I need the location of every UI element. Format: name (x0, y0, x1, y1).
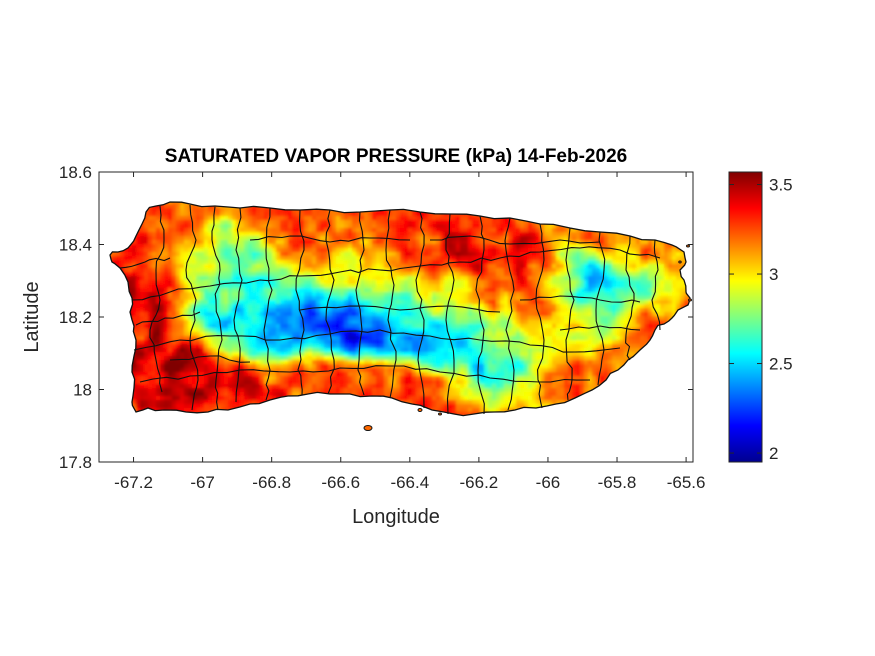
x-tick-label: -67 (190, 473, 215, 492)
municipality-boundary (355, 211, 365, 396)
municipality-boundary (263, 207, 273, 401)
municipality-boundary (625, 235, 635, 361)
islet (363, 425, 373, 431)
colorbar-tick-label: 3.5 (769, 176, 793, 195)
y-axis-label: Latitude (21, 281, 43, 352)
x-axis-ticks: -67.2 -67 -66.8 -66.6 -66.4 -66.2 -66 -65.8 -65.… (114, 172, 705, 492)
y-axis-ticks: 17.8 18 18.2 18.4 18.6 (59, 163, 693, 472)
municipality-boundary (133, 329, 621, 353)
colorbar-tick-label: 2.5 (769, 355, 793, 374)
island-outline (109, 201, 691, 417)
islet (686, 244, 690, 248)
municipality-boundary (430, 235, 601, 245)
municipality-boundaries (119, 204, 661, 415)
municipality-boundary (445, 213, 455, 415)
colorbar-tick-label: 3 (769, 265, 778, 284)
municipality-boundary (519, 295, 641, 303)
islet (417, 408, 423, 412)
x-tick-label: -65.6 (667, 473, 706, 492)
x-tick-label: -66.4 (390, 473, 429, 492)
colorbar-ticks: 2 2.5 3 3.5 (729, 176, 793, 463)
municipality-boundary (295, 209, 305, 396)
municipality-boundary (559, 325, 641, 331)
municipality-boundary (535, 223, 545, 409)
y-tick-label: 18.6 (59, 163, 92, 182)
municipality-boundary (119, 257, 171, 269)
x-tick-label: -66.6 (321, 473, 360, 492)
islet (438, 412, 442, 416)
municipality-boundary (415, 211, 425, 409)
y-tick-label: 18.4 (59, 236, 92, 255)
municipality-boundary (595, 231, 606, 386)
x-tick-label: -67.2 (114, 473, 153, 492)
municipality-boundary (185, 204, 199, 411)
municipality-boundary (149, 205, 165, 393)
x-axis-label: Longitude (352, 506, 440, 528)
municipality-boundary (249, 235, 411, 243)
x-tick-label: -66.8 (252, 473, 291, 492)
x-tick-label: -65.8 (598, 473, 637, 492)
municipality-boundary (325, 209, 335, 395)
y-tick-label: 18 (73, 381, 92, 400)
islet (688, 298, 692, 302)
municipality-boundary (211, 206, 223, 411)
municipality-boundary (139, 365, 591, 383)
municipality-boundary (169, 355, 251, 363)
chart-title: SATURATED VAPOR PRESSURE (kPa) 14-Feb-20… (165, 146, 627, 167)
municipality-boundary (651, 239, 661, 331)
colorbar (728, 171, 763, 463)
municipality-boundary (565, 227, 575, 401)
municipality-boundary (385, 209, 397, 399)
y-tick-label: 17.8 (59, 453, 92, 472)
x-tick-label: -66 (536, 473, 561, 492)
municipality-boundary (135, 311, 201, 326)
municipality-boundary (131, 246, 661, 301)
islet (678, 260, 682, 264)
colorbar-tick-label: 2 (769, 444, 778, 463)
x-tick-label: -66.2 (460, 473, 499, 492)
municipality-boundary (233, 207, 243, 403)
municipality-boundary (299, 305, 501, 313)
y-tick-label: 18.2 (59, 308, 92, 327)
